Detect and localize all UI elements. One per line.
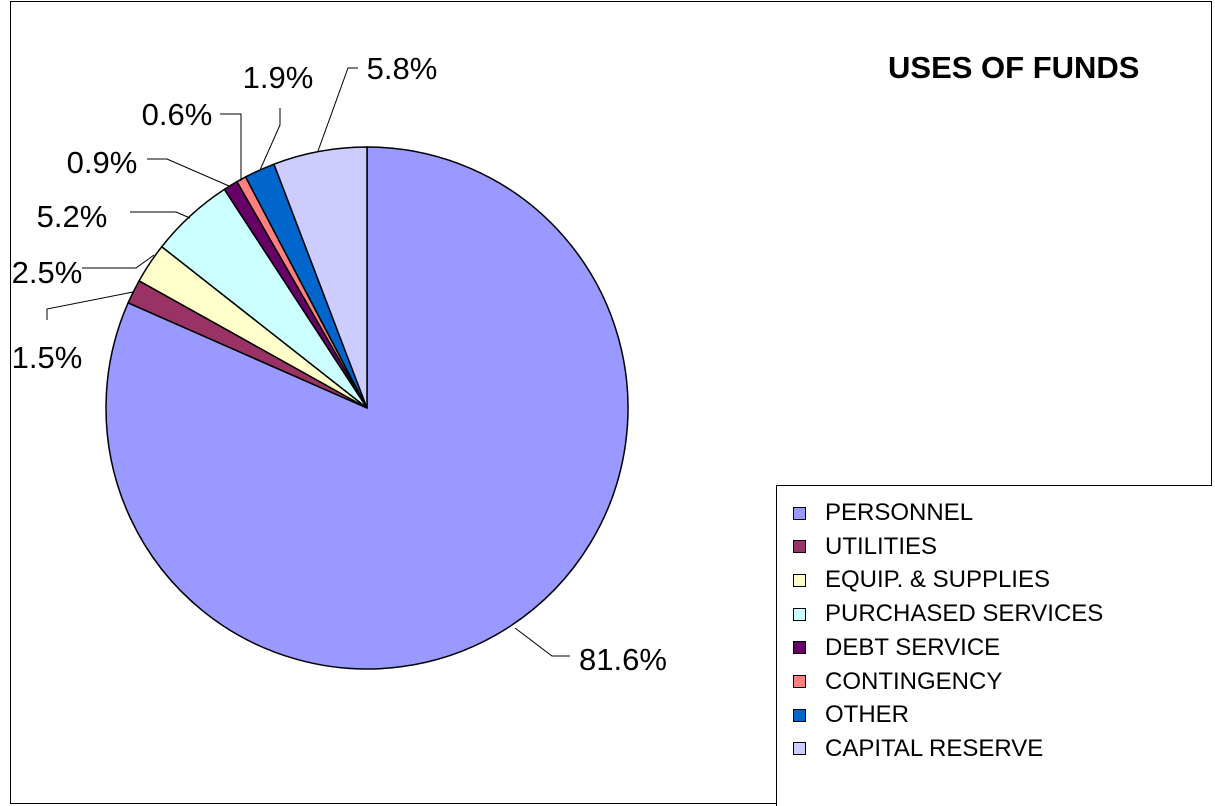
legend-item: PURCHASED SERVICES [793,599,1103,629]
legend-label: EQUIP. & SUPPLIES [825,566,1050,594]
legend-item: DEBT SERVICE [793,633,1000,663]
legend-item: CONTINGENCY [793,667,1002,697]
leader-line [317,67,358,152]
legend-item: PERSONNEL [793,498,973,528]
leader-line [130,211,191,219]
legend-label: PURCHASED SERVICES [825,600,1104,628]
legend-label: UTILITIES [825,532,938,560]
legend-item: EQUIP. & SUPPLIES [793,565,1050,595]
legend-swatch [793,607,806,621]
legend-swatch [793,708,806,722]
leader-line [46,291,134,320]
legend-swatch [793,506,806,520]
legend-swatch [793,742,806,756]
legend-label: CAPITAL RESERVE [825,734,1044,762]
chart-frame [10,1,1212,804]
data-label: 2.5% [12,255,83,290]
legend-label: DEBT SERVICE [825,633,1001,661]
legend-label: CONTINGENCY [825,667,1003,695]
leader-line [147,158,230,187]
leader-line [82,254,155,269]
legend-swatch [793,675,806,688]
legend-item: OTHER [793,700,909,730]
data-label: 1.9% [243,60,314,95]
leader-line [259,108,281,171]
data-label: 0.9% [67,145,138,180]
chart-title: USES OF FUNDS [888,50,1140,85]
leader-line [514,627,570,657]
legend-swatch [793,573,806,587]
legend-label: PERSONNEL [825,499,974,526]
data-label: 5.8% [367,51,438,86]
leader-line [220,113,242,181]
data-label: 5.2% [37,199,108,234]
data-label: 1.5% [12,340,83,375]
legend-label: OTHER [825,701,909,729]
pie-slice-personnel [105,146,629,670]
pie-slice-capital-reserve [273,146,368,409]
data-label: 81.6% [579,642,667,677]
legend-swatch [793,540,806,554]
legend-item: UTILITIES [793,532,937,562]
legend-swatch [793,641,806,655]
legend-item: CAPITAL RESERVE [793,734,1043,764]
data-label: 0.6% [142,97,213,132]
legend: PERSONNEL UTILITIES EQUIP. & SUPPLIES PURCH… [776,485,1212,806]
